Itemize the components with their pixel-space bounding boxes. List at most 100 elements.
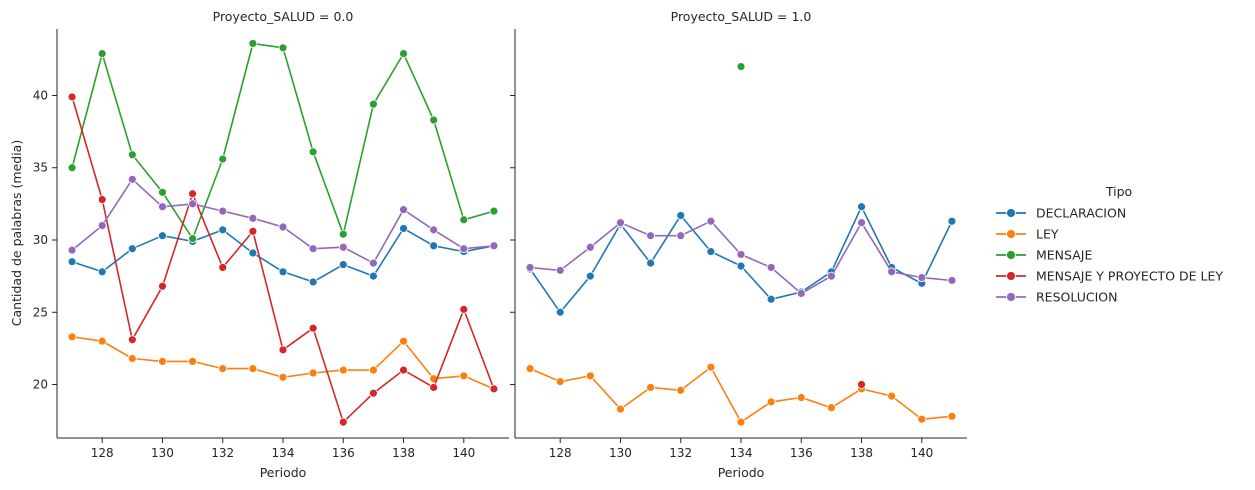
point-ley: [676, 385, 686, 395]
point-ley: [947, 411, 957, 421]
point-mensaje-y-proyecto-de-ley: [399, 365, 408, 375]
point-mensaje-y-proyecto-de-ley: [489, 384, 499, 394]
point-mensaje: [736, 62, 746, 71]
point-resolucion: [278, 222, 288, 232]
legend-label-declaracion: DECLARACION: [1036, 206, 1126, 221]
point-declaracion: [766, 294, 776, 304]
point-ley: [796, 393, 806, 402]
point-resolucion: [248, 213, 258, 223]
point-mensaje-y-proyecto-de-ley: [338, 417, 348, 427]
y-tick-label: 40: [33, 88, 48, 102]
x-tick-label: 140: [910, 446, 933, 460]
point-declaracion: [248, 248, 258, 258]
point-mensaje: [248, 39, 258, 48]
point-declaracion: [857, 202, 866, 212]
x-tick-label: 132: [669, 446, 692, 460]
point-mensaje: [278, 43, 288, 53]
point-ley: [459, 371, 469, 381]
point-mensaje: [188, 234, 198, 243]
point-resolucion: [827, 271, 836, 281]
point-declaracion: [97, 267, 107, 277]
point-ley: [827, 403, 836, 413]
y-ticks-1: [510, 94, 515, 386]
point-declaracion: [338, 260, 348, 269]
point-declaracion: [399, 224, 408, 233]
point-mensaje: [338, 229, 348, 239]
point-mensaje-y-proyecto-de-ley: [429, 383, 439, 392]
panel-salud-1: Proyecto_SALUD = 1.0 128 130 132 134 136 138 1…: [510, 9, 967, 480]
point-resolucion: [646, 231, 655, 241]
panel-0-marks: [67, 39, 499, 427]
line-mensaje: [71, 42, 495, 240]
panel-title-1: Proyecto_SALUD = 1.0: [671, 9, 812, 24]
point-ley: [127, 354, 137, 363]
point-resolucion: [218, 206, 228, 216]
point-declaracion: [158, 231, 167, 241]
point-resolucion: [857, 218, 866, 228]
point-mensaje-y-proyecto-de-ley: [158, 281, 167, 291]
x-tick-label: 130: [151, 446, 174, 460]
point-resolucion: [97, 221, 107, 230]
x-tick-label: 136: [790, 446, 813, 460]
legend-marker-resolucion: [1006, 292, 1016, 302]
legend-label-resolucion: RESOLUCION: [1036, 290, 1117, 305]
point-resolucion: [736, 250, 746, 259]
point-ley: [278, 372, 288, 382]
legend-label-mensaje-y-proyecto-de-ley: MENSAJE Y PROYECTO DE LEY: [1036, 269, 1223, 284]
point-ley: [308, 368, 318, 378]
point-mensaje-y-proyecto-de-ley: [459, 304, 469, 314]
point-ley: [188, 357, 198, 366]
point-mensaje-y-proyecto-de-ley: [127, 335, 137, 345]
point-ley: [525, 364, 535, 374]
point-ley: [338, 365, 348, 375]
x-axis-title-0: Periodo: [260, 465, 307, 480]
point-resolucion: [525, 263, 535, 272]
x-tick-label: 138: [850, 446, 873, 460]
point-mensaje: [399, 49, 408, 58]
point-declaracion: [706, 247, 716, 256]
x-tick-label: 130: [609, 446, 632, 460]
point-ley: [706, 362, 716, 372]
panel-1-marks: [525, 62, 957, 427]
point-mensaje-y-proyecto-de-ley: [97, 195, 107, 204]
line-declaracion: [529, 206, 953, 314]
point-declaracion: [947, 216, 957, 226]
y-tick-label: 35: [33, 161, 48, 175]
point-mensaje: [158, 187, 167, 197]
point-mensaje-y-proyecto-de-ley: [248, 226, 258, 236]
point-mensaje: [368, 99, 378, 109]
point-resolucion: [766, 263, 776, 272]
panel-salud-0: Proyecto_SALUD = 0.0 128 130 132 134 136 138 1…: [9, 9, 509, 480]
point-declaracion: [308, 277, 318, 287]
point-ley: [887, 391, 897, 401]
point-mensaje: [459, 215, 469, 225]
point-ley: [736, 417, 746, 427]
point-resolucion: [459, 244, 469, 254]
y-tick-label: 30: [33, 233, 48, 247]
point-mensaje: [429, 115, 439, 125]
point-resolucion: [368, 258, 378, 268]
point-mensaje-y-proyecto-de-ley: [67, 92, 77, 102]
point-resolucion: [67, 245, 77, 255]
legend-marker-declaracion: [1006, 208, 1016, 218]
x-tick-label: 128: [91, 446, 114, 460]
point-ley: [555, 377, 565, 387]
legend-marker-ley: [1006, 229, 1016, 239]
point-resolucion: [917, 273, 927, 282]
point-ley: [218, 364, 228, 374]
point-mensaje-y-proyecto-de-ley: [188, 189, 198, 199]
legend-title: Tipo: [1105, 184, 1132, 199]
point-declaracion: [127, 244, 137, 254]
point-mensaje: [489, 206, 499, 216]
point-resolucion: [429, 225, 439, 235]
point-declaracion: [429, 241, 439, 251]
point-declaracion: [67, 257, 77, 267]
point-ley: [248, 364, 258, 374]
point-mensaje: [97, 49, 107, 58]
point-resolucion: [616, 218, 625, 228]
point-ley: [399, 336, 408, 346]
y-axis-title: Cantidad de palabras (media): [9, 140, 24, 326]
x-ticks-1: 128 130 132 134 136 138 140: [549, 438, 933, 460]
point-resolucion: [127, 174, 137, 184]
